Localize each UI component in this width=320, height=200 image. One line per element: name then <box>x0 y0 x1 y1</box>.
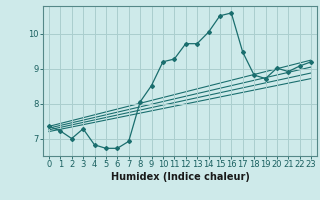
X-axis label: Humidex (Indice chaleur): Humidex (Indice chaleur) <box>111 172 249 182</box>
